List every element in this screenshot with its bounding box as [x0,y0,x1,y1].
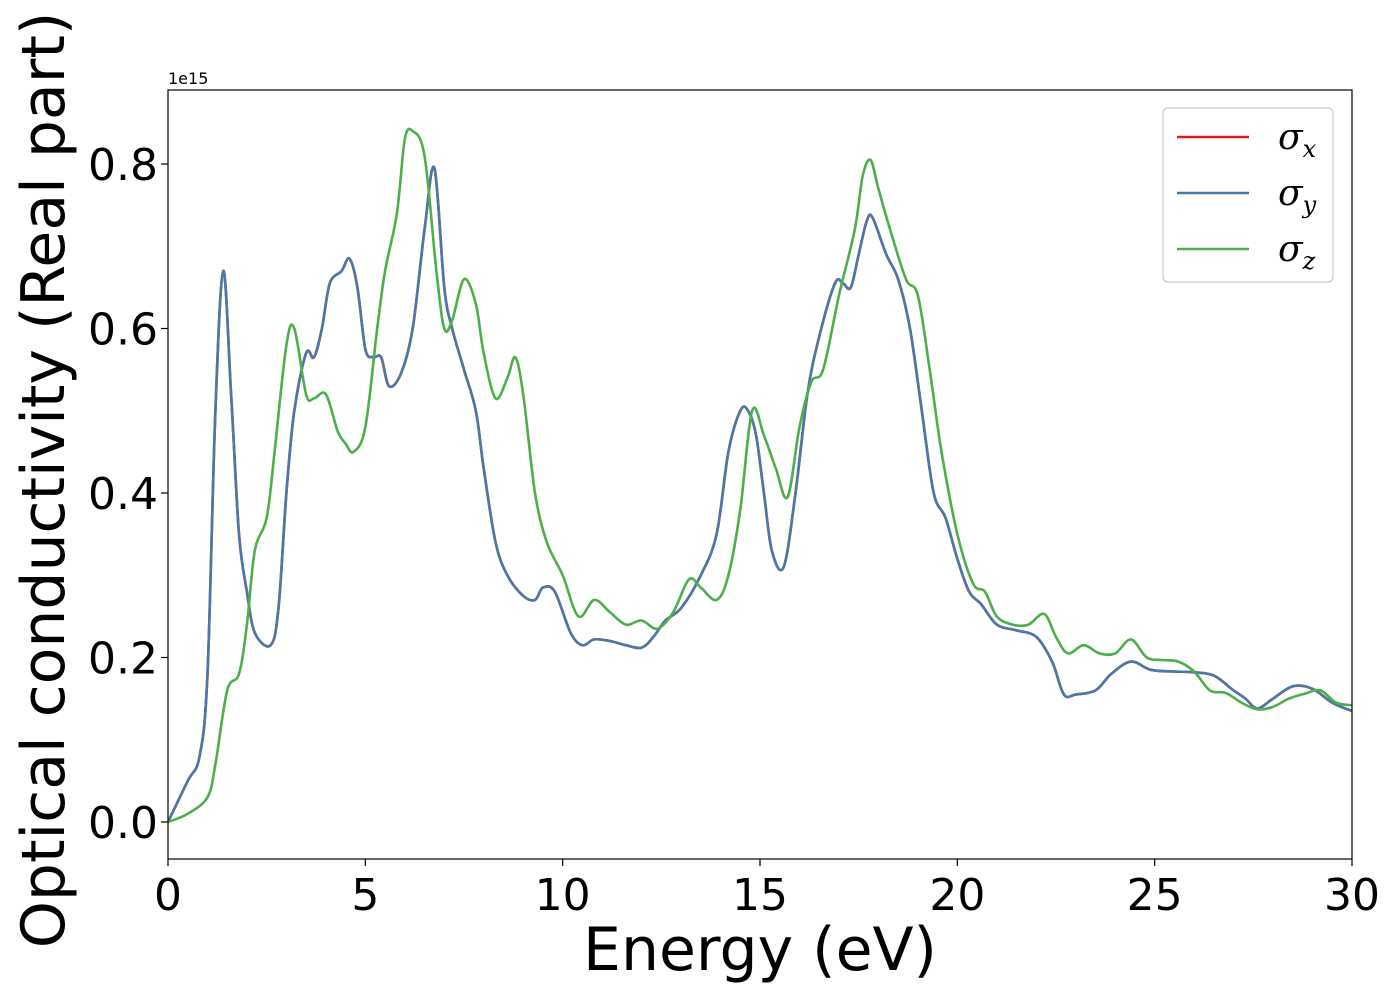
x-tick-label: 15 [732,870,788,921]
x-tick-label: 25 [1127,870,1183,921]
legend-box [1162,107,1334,283]
y-offset-label: 1e15 [168,69,208,88]
y-tick-label: 0.4 [88,469,158,520]
series-line-z [168,127,1352,824]
legend-subscript: x [1303,135,1317,163]
x-tick-label: 0 [154,870,182,921]
y-tick-label: 0.6 [88,305,158,356]
legend-label-y: σy [1278,173,1317,219]
legend-symbol: σ [1278,173,1304,214]
x-axis: 0 5 10 15 20 25 30 [154,859,1380,921]
x-tick-label: 20 [929,870,985,921]
y-tick-label: 0.0 [88,798,158,849]
y-axis: 0.0 0.2 0.4 0.6 0.8 [88,140,168,849]
y-axis-title: Optical conductivity (Real part) [9,12,79,949]
x-tick-label: 30 [1324,870,1380,921]
y-tick-label: 0.2 [88,633,158,684]
legend-symbol: σ [1278,229,1304,270]
y-tick-label: 0.8 [88,140,158,191]
legend-label-z: σz [1278,229,1316,275]
x-axis-title: Energy (eV) [583,915,937,985]
legend-label-x: σx [1278,117,1317,163]
x-tick-label: 10 [535,870,591,921]
x-tick-label: 5 [351,870,379,921]
series-layer [168,127,1352,824]
legend-subscript: z [1302,247,1316,275]
legend-subscript: y [1302,191,1317,219]
legend-symbol: σ [1278,117,1304,158]
